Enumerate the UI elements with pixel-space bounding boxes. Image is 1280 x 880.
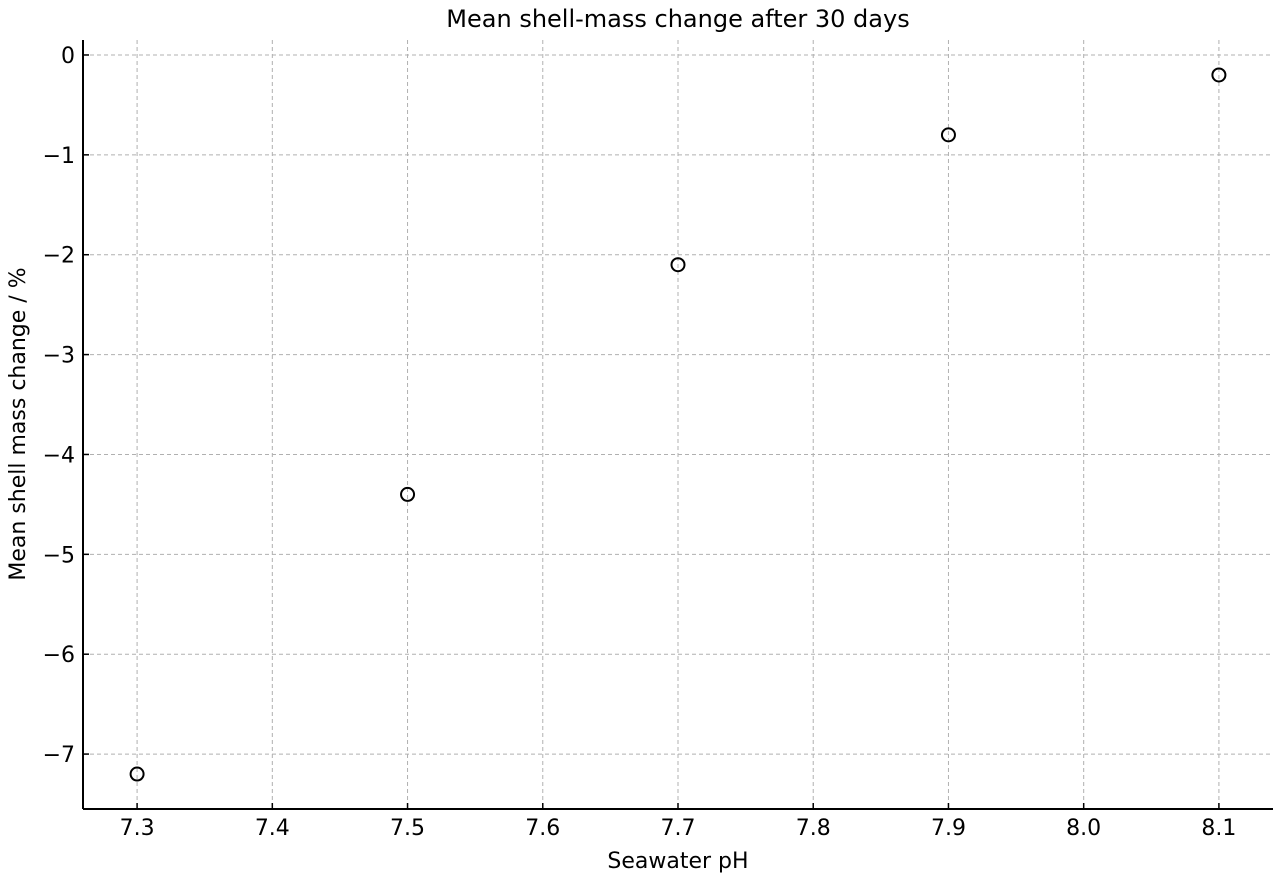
x-tick-label: 7.8 (796, 816, 831, 841)
y-tick-label: 0 (61, 44, 75, 69)
y-tick-label: −7 (43, 743, 75, 768)
data-point (940, 127, 956, 143)
x-tick-label: 7.7 (661, 816, 696, 841)
chart-title: Mean shell-mass change after 30 days (446, 5, 909, 33)
y-tick-label: −1 (43, 144, 75, 169)
x-tick-label: 7.6 (525, 816, 560, 841)
y-tick-label: −4 (43, 443, 75, 468)
x-axis-label: Seawater pH (607, 849, 748, 874)
x-tick-label: 7.9 (931, 816, 966, 841)
x-tick-label: 7.5 (390, 816, 425, 841)
y-ticks: 0 −1 −2 −3 −4 −5 −6 −7 (43, 44, 89, 768)
y-tick-label: −6 (43, 643, 75, 668)
data-point (129, 766, 145, 782)
x-tick-label: 8.1 (1201, 816, 1236, 841)
y-axis-label: Mean shell mass change / % (6, 267, 31, 580)
data-point (400, 486, 416, 502)
x-tick-label: 7.4 (255, 816, 290, 841)
data-points (129, 67, 1227, 782)
y-tick-label: −5 (43, 543, 75, 568)
y-tick-label: −3 (43, 344, 75, 369)
x-tick-label: 7.3 (120, 816, 155, 841)
data-point (1211, 67, 1227, 83)
x-ticks: 7.3 7.4 7.5 7.6 7.7 7.8 7.9 8.0 8.1 (120, 803, 1236, 841)
x-tick-label: 8.0 (1066, 816, 1101, 841)
data-point (670, 257, 686, 273)
grid (83, 40, 1273, 809)
y-tick-label: −2 (43, 244, 75, 269)
